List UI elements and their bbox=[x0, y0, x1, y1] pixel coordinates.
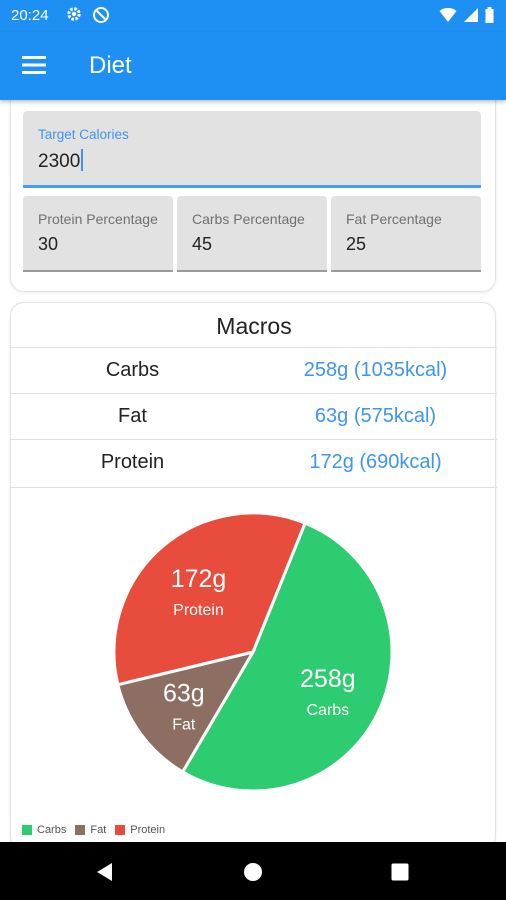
pie-category-label: Fat bbox=[172, 716, 196, 733]
legend-item-carbs: Carbs bbox=[22, 824, 66, 836]
navigation-bar bbox=[0, 842, 506, 900]
macro-value: 258g (1035kcal) bbox=[303, 359, 448, 381]
pie-category-label: Carbs bbox=[306, 702, 349, 719]
pie-slice-fat bbox=[116, 649, 257, 774]
macro-row-fat: Fat 63g (575kcal) bbox=[11, 393, 497, 439]
macro-value: 172g (690kcal) bbox=[309, 451, 442, 473]
app-bar: Diet bbox=[0, 32, 506, 100]
macros-title: Macros bbox=[216, 313, 292, 339]
battery-icon bbox=[485, 7, 494, 23]
macro-value: 63g (575kcal) bbox=[314, 405, 437, 427]
table-divider bbox=[11, 487, 497, 488]
target-calories-field[interactable]: Target Calories 2300 bbox=[23, 111, 481, 188]
hamburger-menu-icon[interactable] bbox=[22, 54, 48, 76]
protein-percentage-input[interactable]: 30 bbox=[38, 234, 59, 254]
fat-percentage-field[interactable]: Fat Percentage 25 bbox=[331, 196, 481, 272]
back-icon[interactable] bbox=[95, 862, 115, 882]
wifi-icon bbox=[439, 7, 457, 22]
status-bar: 20:24 bbox=[0, 0, 506, 32]
legend-item-protein: Protein bbox=[115, 824, 165, 836]
legend-item-fat: Fat bbox=[75, 824, 106, 836]
target-calories-input[interactable]: 2300 bbox=[38, 149, 84, 173]
page-title: Diet bbox=[89, 52, 132, 79]
pie-value-label: 258g bbox=[300, 665, 356, 693]
legend-swatch bbox=[22, 825, 32, 835]
settings-gear-icon bbox=[67, 7, 81, 21]
status-time: 20:24 bbox=[11, 7, 49, 24]
fat-percentage-input[interactable]: 25 bbox=[346, 234, 367, 254]
recents-icon[interactable] bbox=[390, 862, 410, 882]
carbs-percentage-input[interactable]: 45 bbox=[192, 234, 213, 254]
data-saver-icon bbox=[93, 7, 109, 23]
pie-value-label: 63g bbox=[163, 679, 205, 707]
pie-category-label: Protein bbox=[173, 602, 224, 619]
macro-name: Carbs bbox=[105, 359, 160, 381]
macro-row-carbs: Carbs 258g (1035kcal) bbox=[11, 347, 497, 393]
pie-slice-carbs bbox=[180, 521, 394, 793]
legend-swatch bbox=[75, 825, 86, 835]
legend-label: Protein bbox=[130, 824, 166, 836]
text-cursor bbox=[81, 149, 84, 171]
macro-row-protein: Protein 172g (690kcal) bbox=[11, 439, 497, 485]
macro-name: Protein bbox=[100, 451, 165, 473]
macro-name: Fat bbox=[118, 405, 147, 427]
protein-percentage-field[interactable]: Protein Percentage 30 bbox=[23, 196, 173, 272]
carbs-percentage-field[interactable]: Carbs Percentage 45 bbox=[177, 196, 327, 272]
legend-swatch bbox=[115, 825, 126, 835]
pie-slice-protein bbox=[112, 511, 308, 687]
pie-value-label: 172g bbox=[171, 565, 227, 593]
legend-label: Fat bbox=[90, 824, 107, 836]
signal-icon bbox=[464, 8, 478, 22]
legend-label: Carbs bbox=[37, 824, 67, 836]
target-calories-value: 2300 bbox=[38, 151, 81, 172]
home-icon[interactable] bbox=[243, 862, 263, 882]
chart-legend: Carbs Fat Protein bbox=[22, 824, 165, 836]
